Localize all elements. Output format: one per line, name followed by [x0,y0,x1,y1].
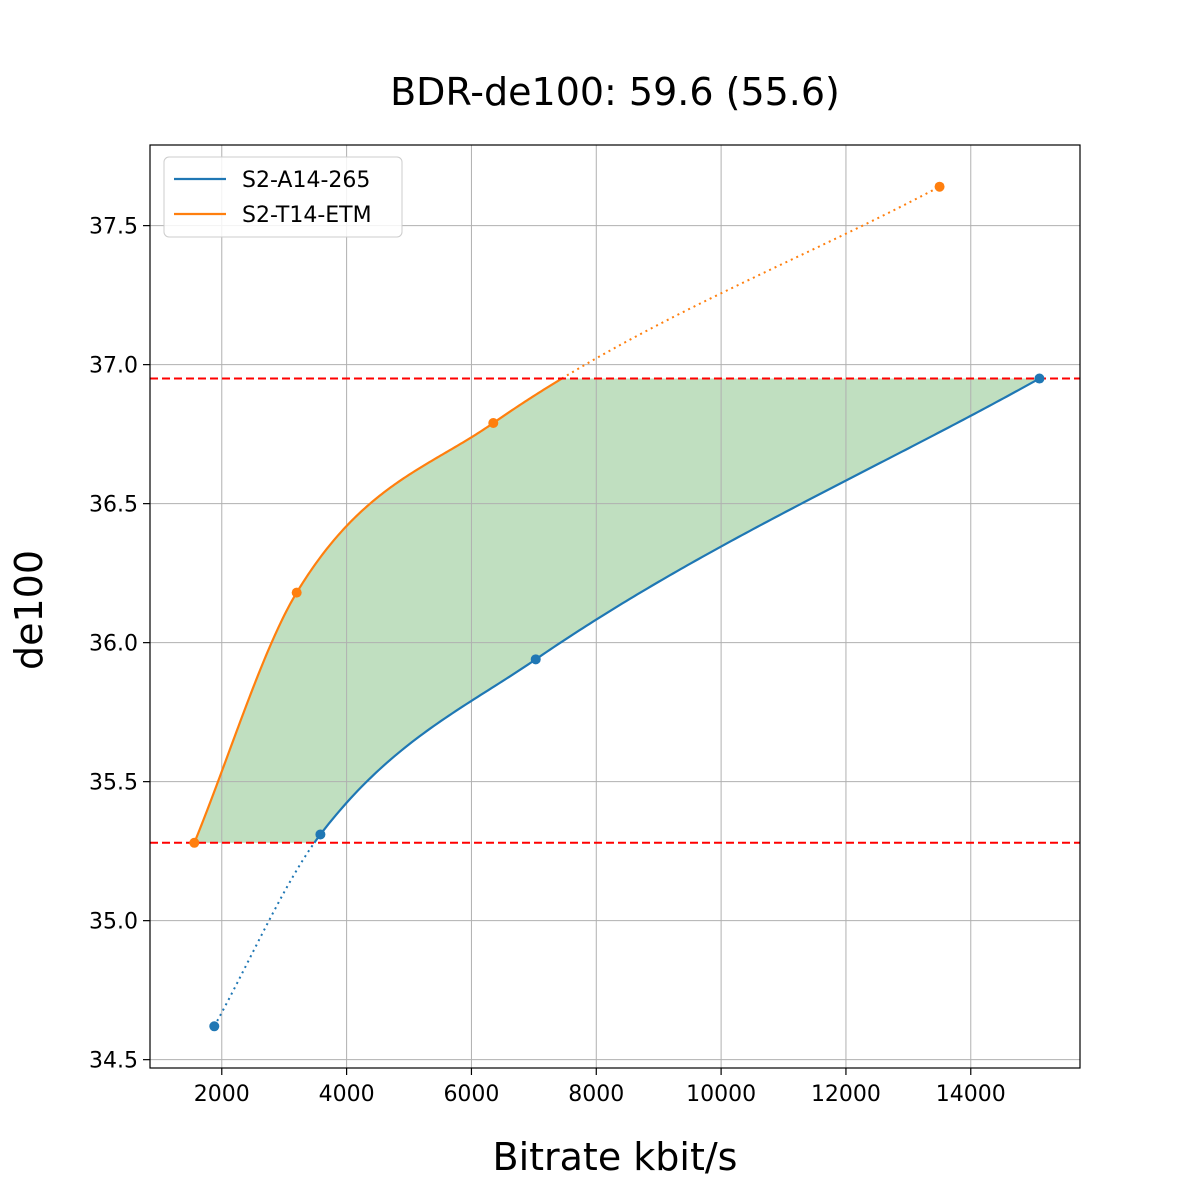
series-line-1-extrapolated [561,185,941,380]
x-axis-label: Bitrate kbit/s [493,1135,738,1179]
series-layer [193,185,1040,1027]
data-point-series-0 [530,654,541,665]
y-tick-label: 36.5 [89,493,138,518]
y-tick-label: 37.0 [89,354,138,379]
x-tick-label: 14000 [936,1082,1006,1107]
fill-region-layer [194,378,1040,843]
x-tick-label: 2000 [194,1082,250,1107]
y-tick-label: 36.0 [89,632,138,657]
data-point-series-0 [315,829,326,840]
legend-label-1: S2-T14-ETM [242,203,372,228]
data-point-series-1 [934,181,945,192]
data-point-series-1 [291,587,302,598]
x-tick-label: 10000 [686,1082,756,1107]
x-tick-label: 6000 [443,1082,499,1107]
data-point-series-1 [488,418,499,429]
y-tick-label: 35.0 [89,910,138,935]
data-point-series-1 [189,837,200,848]
series-line-0 [313,377,1040,844]
data-point-series-0 [1034,373,1045,384]
legend: S2-A14-265 S2-T14-ETM [163,156,403,238]
fill-region [194,378,1040,843]
data-point-series-0 [209,1021,220,1032]
plot-frame [149,144,1081,1069]
y-tick-label: 34.5 [89,1049,138,1074]
grid-layer [150,145,1080,1068]
data-points-layer [189,181,1045,1032]
ticks-layer: 2000 4000 6000 8000 10000 12000 14000 34.5 35.0 3… [89,215,1006,1107]
reference-lines-layer [150,377,1080,844]
x-tick-label: 4000 [319,1082,375,1107]
series-line-1 [193,377,563,844]
legend-label-0: S2-A14-265 [242,168,370,193]
y-tick-label: 37.5 [89,215,138,240]
y-axis-label: de100 [7,550,51,670]
x-tick-label: 12000 [811,1082,881,1107]
legend-box [163,156,403,238]
y-tick-label: 35.5 [89,771,138,796]
chart-title: BDR-de100: 59.6 (55.6) [390,70,840,114]
series-line-0-extrapolated [213,842,316,1027]
x-tick-label: 8000 [568,1082,624,1107]
